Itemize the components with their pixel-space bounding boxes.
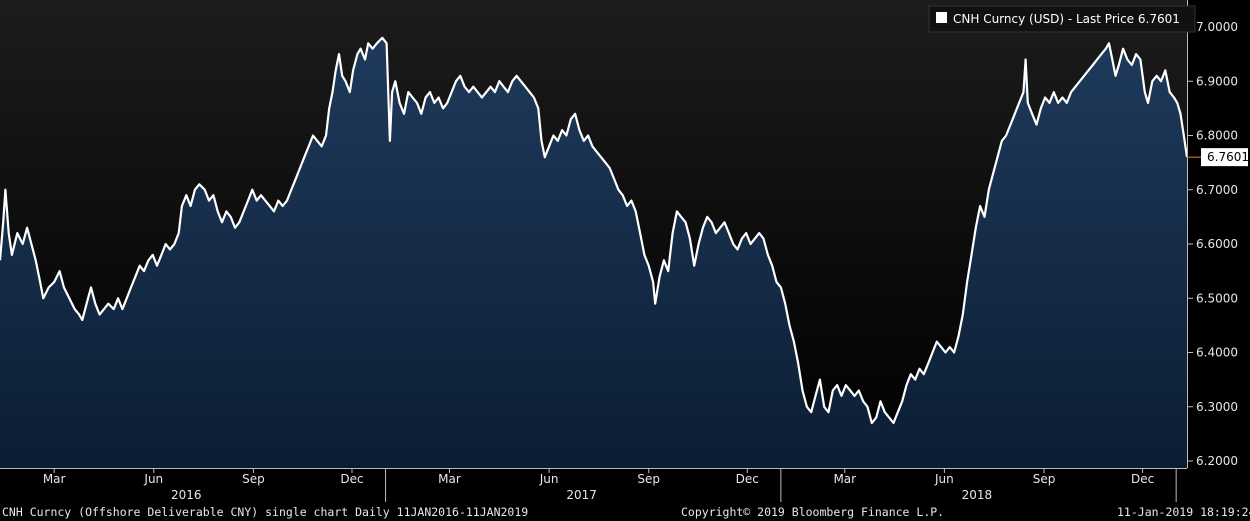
legend-label: CNH Curncy (USD) - Last Price 6.7601 bbox=[953, 12, 1180, 26]
x-tick-label: Sep bbox=[242, 472, 265, 486]
price-area-layer bbox=[0, 36, 1189, 469]
price-chart: 6.2000 6.3000 6.4000 6.5000 6.6000 6.7000 6.80… bbox=[0, 0, 1249, 502]
y-tick-label: 7.0000 bbox=[1196, 20, 1238, 34]
price-area bbox=[0, 37, 1187, 469]
legend-swatch bbox=[936, 12, 947, 23]
x-tick-label: Sep bbox=[637, 472, 660, 486]
y-tick-label: 6.7000 bbox=[1196, 183, 1238, 197]
last-price-marker: 6.7601 bbox=[1187, 148, 1249, 167]
x-tick-label: Mar bbox=[833, 472, 856, 486]
footer-description: CNH Curncy (Offshore Deliverable CNY) si… bbox=[2, 505, 529, 519]
x-tick-label: Jun bbox=[143, 472, 163, 486]
last-price-box bbox=[1201, 148, 1248, 167]
legend: CNH Curncy (USD) - Last Price 6.7601 bbox=[928, 5, 1196, 33]
y-tick-label: 6.4000 bbox=[1196, 346, 1238, 360]
x-axis: Mar Jun Sep Dec Mar Jun Sep Dec Mar Jun Sep Dec 2016… bbox=[0, 468, 1187, 502]
y-tick-label: 6.6000 bbox=[1196, 237, 1238, 251]
x-tick-label: Dec bbox=[340, 472, 363, 486]
x-tick-label: Mar bbox=[438, 472, 461, 486]
x-tick-label: Dec bbox=[736, 472, 759, 486]
x-tick-label: Dec bbox=[1131, 472, 1154, 486]
y-tick-label: 6.5000 bbox=[1196, 291, 1238, 305]
y-tick-label: 6.9000 bbox=[1196, 74, 1238, 88]
y-tick-label: 6.3000 bbox=[1196, 400, 1238, 414]
year-label: 2017 bbox=[566, 488, 597, 502]
y-tick-label: 6.8000 bbox=[1196, 129, 1238, 143]
x-tick-label: Mar bbox=[43, 472, 66, 486]
x-tick-label: Sep bbox=[1033, 472, 1056, 486]
y-tick-label: 6.2000 bbox=[1196, 454, 1238, 468]
footer: CNH Curncy (Offshore Deliverable CNY) si… bbox=[0, 503, 1250, 521]
footer-timestamp: 11-Jan-2019 18:19:24 bbox=[1117, 505, 1250, 519]
last-price-label: 6.7601 bbox=[1207, 150, 1249, 164]
y-axis: 6.2000 6.3000 6.4000 6.5000 6.6000 6.7000 6.80… bbox=[1187, 0, 1238, 468]
year-label: 2016 bbox=[171, 488, 202, 502]
x-tick-label: Jun bbox=[539, 472, 559, 486]
legend-box bbox=[928, 5, 1196, 33]
year-label: 2018 bbox=[962, 488, 993, 502]
price-line bbox=[0, 36, 1189, 425]
x-tick-label: Jun bbox=[934, 472, 954, 486]
footer-copyright: Copyright© 2019 Bloomberg Finance L.P. bbox=[681, 505, 945, 519]
